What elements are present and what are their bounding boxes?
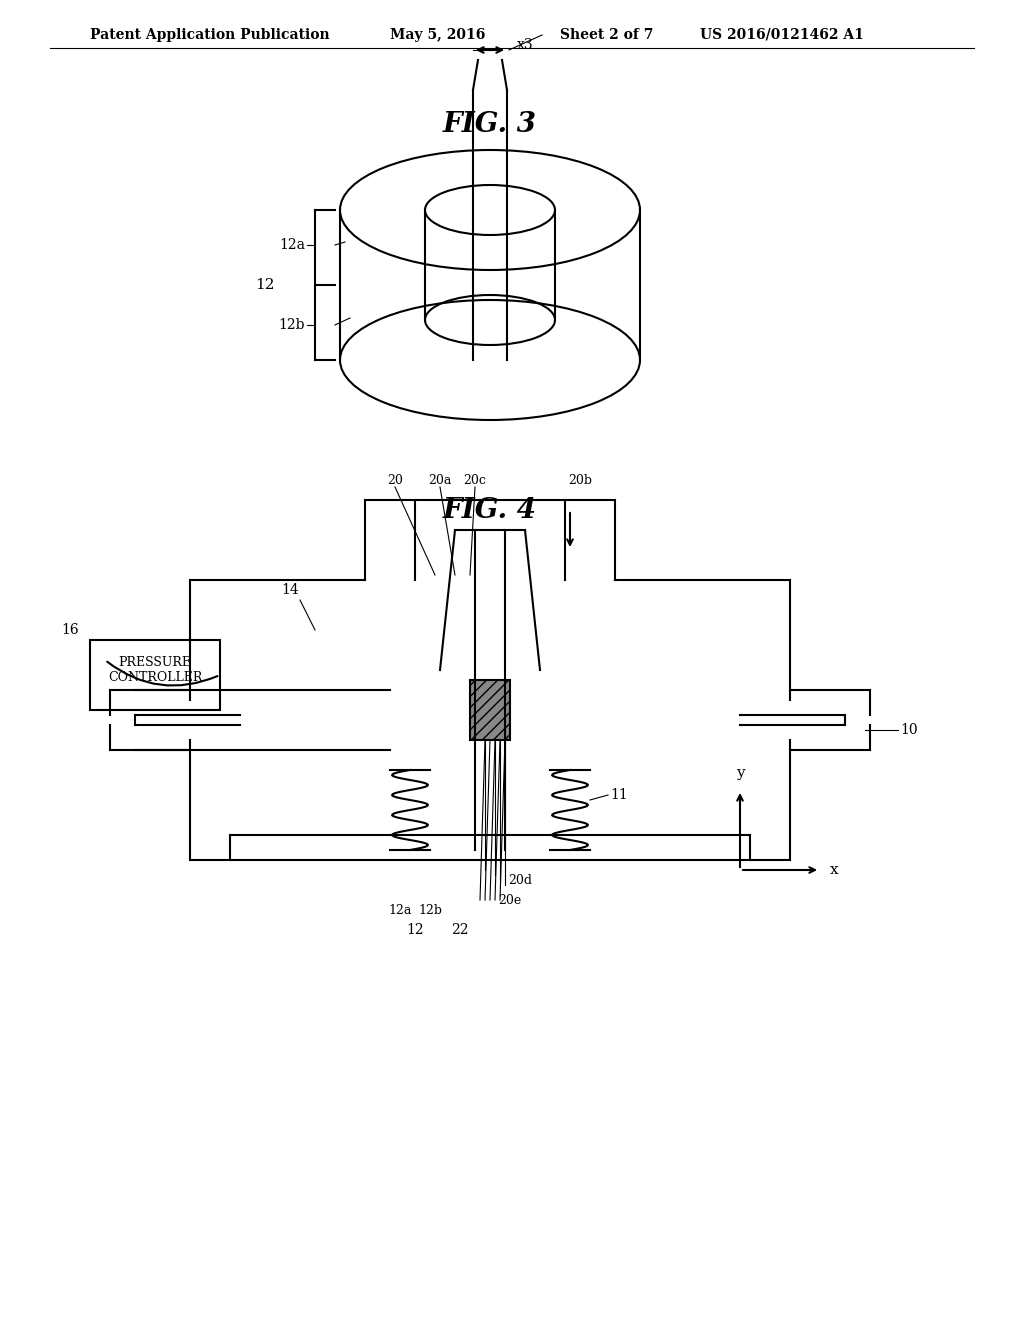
Bar	[470, 680, 510, 741]
Text: Patent Application Publication: Patent Application Publication	[90, 28, 330, 42]
Text: Sheet 2 of 7: Sheet 2 of 7	[560, 28, 653, 42]
Text: US 2016/0121462 A1: US 2016/0121462 A1	[700, 28, 864, 42]
Text: 12: 12	[256, 279, 275, 292]
Text: 12a: 12a	[388, 903, 412, 916]
Text: y: y	[735, 766, 744, 780]
Text: 16: 16	[61, 623, 79, 638]
Text: 12b: 12b	[418, 903, 442, 916]
Text: May 5, 2016: May 5, 2016	[390, 28, 485, 42]
Text: 11: 11	[610, 788, 628, 803]
Text: 20a: 20a	[428, 474, 452, 487]
Text: 20b: 20b	[568, 474, 592, 487]
Text: 20e: 20e	[499, 894, 521, 907]
Text: FIG. 4: FIG. 4	[443, 496, 537, 524]
Text: x: x	[830, 863, 839, 876]
Text: 20d: 20d	[508, 874, 532, 887]
Text: 20: 20	[387, 474, 402, 487]
Text: 12: 12	[407, 923, 424, 937]
Text: PRESSURE
CONTROLLER: PRESSURE CONTROLLER	[108, 656, 202, 684]
Text: FIG. 3: FIG. 3	[443, 111, 537, 139]
Text: 14: 14	[282, 583, 299, 597]
Text: 12a: 12a	[279, 238, 305, 252]
Text: 12b: 12b	[279, 318, 305, 333]
Text: 20c: 20c	[464, 474, 486, 487]
Text: 10: 10	[900, 723, 918, 737]
Text: x3: x3	[517, 38, 534, 51]
Bar	[90, 640, 220, 710]
Text: 22: 22	[452, 923, 469, 937]
